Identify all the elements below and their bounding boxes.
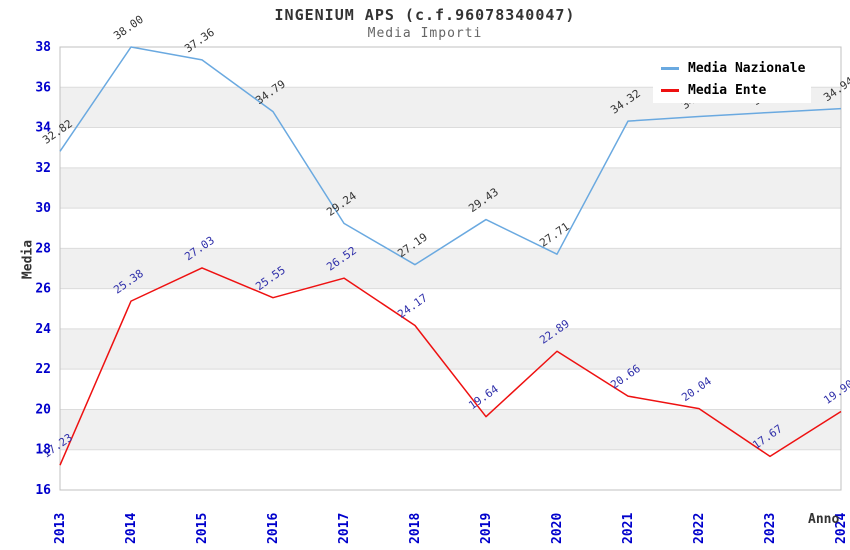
x-tick-label: 2024 (834, 513, 849, 544)
x-tick-label: 2017 (337, 513, 352, 544)
y-tick-label: 22 (35, 362, 51, 377)
y-tick-label: 16 (35, 483, 51, 498)
plot-border (59, 46, 842, 491)
chart-title: INGENIUM APS (c.f.96078340047) (274, 6, 576, 24)
legend-item-media-ente: Media Ente (653, 83, 811, 98)
x-tick-label: 2022 (692, 513, 707, 544)
data-label-media-nazionale: 38.00 (111, 13, 146, 43)
series-line-media-nazionale (59, 46, 842, 266)
legend-label-media-ente: Media Ente (688, 83, 767, 98)
data-label-media-ente: 24.17 (395, 291, 430, 321)
plot-band (60, 248, 841, 289)
data-label-media-ente: 19.90 (821, 377, 850, 407)
x-tick-label: 2014 (124, 513, 139, 544)
data-label-media-ente: 20.04 (679, 374, 714, 404)
chart-subtitle: Media Importi (367, 26, 483, 41)
y-tick-label: 34 (35, 121, 51, 136)
y-tick-label: 38 (35, 40, 51, 55)
y-tick-label: 30 (35, 201, 51, 216)
y-tick-label: 28 (35, 241, 51, 256)
plot-band (60, 409, 841, 450)
x-tick-label: 2013 (53, 513, 68, 544)
y-axis-title: Media (20, 239, 36, 280)
legend-label-media-nazionale: Media Nazionale (688, 61, 806, 76)
x-tick-label: 2019 (479, 513, 494, 544)
plot-band (60, 167, 841, 209)
x-tick-label: 2021 (621, 513, 636, 544)
legend-item-media-nazionale: Media Nazionale (653, 61, 811, 76)
x-tick-label: 2018 (408, 513, 423, 544)
x-tick-label: 2023 (763, 513, 778, 544)
y-tick-label: 26 (35, 282, 51, 297)
y-tick-label: 20 (35, 402, 51, 417)
x-axis-title: Anno (808, 512, 840, 527)
legend-line-swatch-nazionale-icon (661, 67, 679, 70)
legend: Media Nazionale Media Ente (653, 56, 811, 103)
y-tick-label: 32 (35, 161, 51, 176)
x-tick-label: 2016 (266, 513, 281, 544)
data-label-media-nazionale: 37.36 (182, 26, 217, 56)
y-tick-label: 36 (35, 80, 51, 95)
series-line-media-ente (59, 267, 842, 466)
x-tick-label: 2015 (195, 513, 210, 544)
plot-band (60, 328, 841, 370)
legend-line-swatch-ente-icon (661, 89, 679, 92)
y-tick-label: 18 (35, 443, 51, 458)
x-tick-label: 2020 (550, 513, 565, 544)
y-tick-label: 24 (35, 322, 51, 337)
